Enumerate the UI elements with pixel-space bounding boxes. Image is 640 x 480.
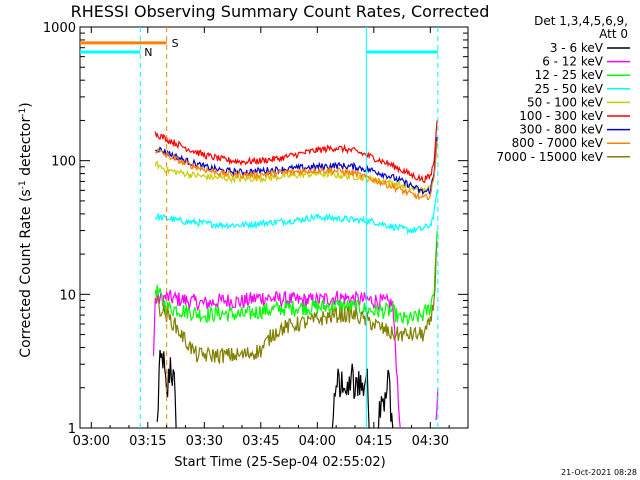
series-line bbox=[331, 363, 371, 429]
x-tick-label: 03:30 bbox=[186, 434, 223, 449]
saa-flag-label: S bbox=[172, 37, 179, 50]
footer-timestamp: 21-Oct-2021 08:28 bbox=[561, 468, 637, 477]
plot-frame bbox=[79, 26, 469, 429]
annotation-layer: SN bbox=[80, 27, 439, 428]
y-tick-label: 10 bbox=[59, 288, 76, 303]
y-tick-label: 1 bbox=[68, 422, 76, 437]
series-line bbox=[377, 369, 394, 429]
y-axis-label: Corrected Count Rate (s-1 detector-1) bbox=[18, 102, 34, 357]
series-line bbox=[154, 120, 438, 184]
legend-entry-label: 300 - 800 keV bbox=[519, 123, 603, 137]
x-axis-label: Start Time (25-Sep-04 02:55:02) bbox=[174, 455, 385, 470]
x-tick-label: 04:15 bbox=[355, 434, 392, 449]
y-tick-label: 100 bbox=[51, 155, 76, 170]
legend-entry-label: 100 - 300 keV bbox=[519, 109, 603, 123]
axis-layer: 03:00 03:15 03:30 03:45 04:00 04:15 04:30 1 10 10… bbox=[43, 21, 468, 449]
chart-title: RHESSI Observing Summary Count Rates, Co… bbox=[71, 2, 490, 21]
series-line bbox=[154, 141, 438, 201]
legend-header-detectors: Det 1,3,4,5,6,9, bbox=[534, 14, 628, 28]
x-tick-label: 04:00 bbox=[299, 434, 336, 449]
night-marker-label: N bbox=[144, 46, 152, 59]
x-tick-label: 03:45 bbox=[242, 434, 279, 449]
series-line bbox=[435, 387, 439, 421]
legend-entry-label: 7000 - 15000 keV bbox=[496, 150, 603, 164]
y-tick-label: 1000 bbox=[43, 21, 76, 36]
series-line bbox=[154, 190, 438, 236]
legend-entry-label: 6 - 12 keV bbox=[542, 55, 604, 69]
legend-header-attenuator: Att 0 bbox=[599, 27, 628, 41]
legend-entry-label: 25 - 50 keV bbox=[535, 82, 604, 96]
legend-entry-label: 3 - 6 keV bbox=[550, 41, 604, 55]
series-layer bbox=[152, 120, 439, 429]
series-line bbox=[154, 241, 438, 365]
series-line bbox=[154, 137, 438, 194]
legend-entry-label: 800 - 7000 keV bbox=[512, 136, 604, 150]
x-tick-label: 03:15 bbox=[129, 434, 166, 449]
series-line bbox=[154, 230, 438, 327]
legend-entry-label: 12 - 25 keV bbox=[535, 68, 604, 82]
x-tick-label: 04:30 bbox=[412, 434, 449, 449]
series-line bbox=[154, 137, 438, 196]
x-tick-label: 03:00 bbox=[73, 434, 110, 449]
legend-entry-label: 50 - 100 keV bbox=[527, 95, 604, 109]
